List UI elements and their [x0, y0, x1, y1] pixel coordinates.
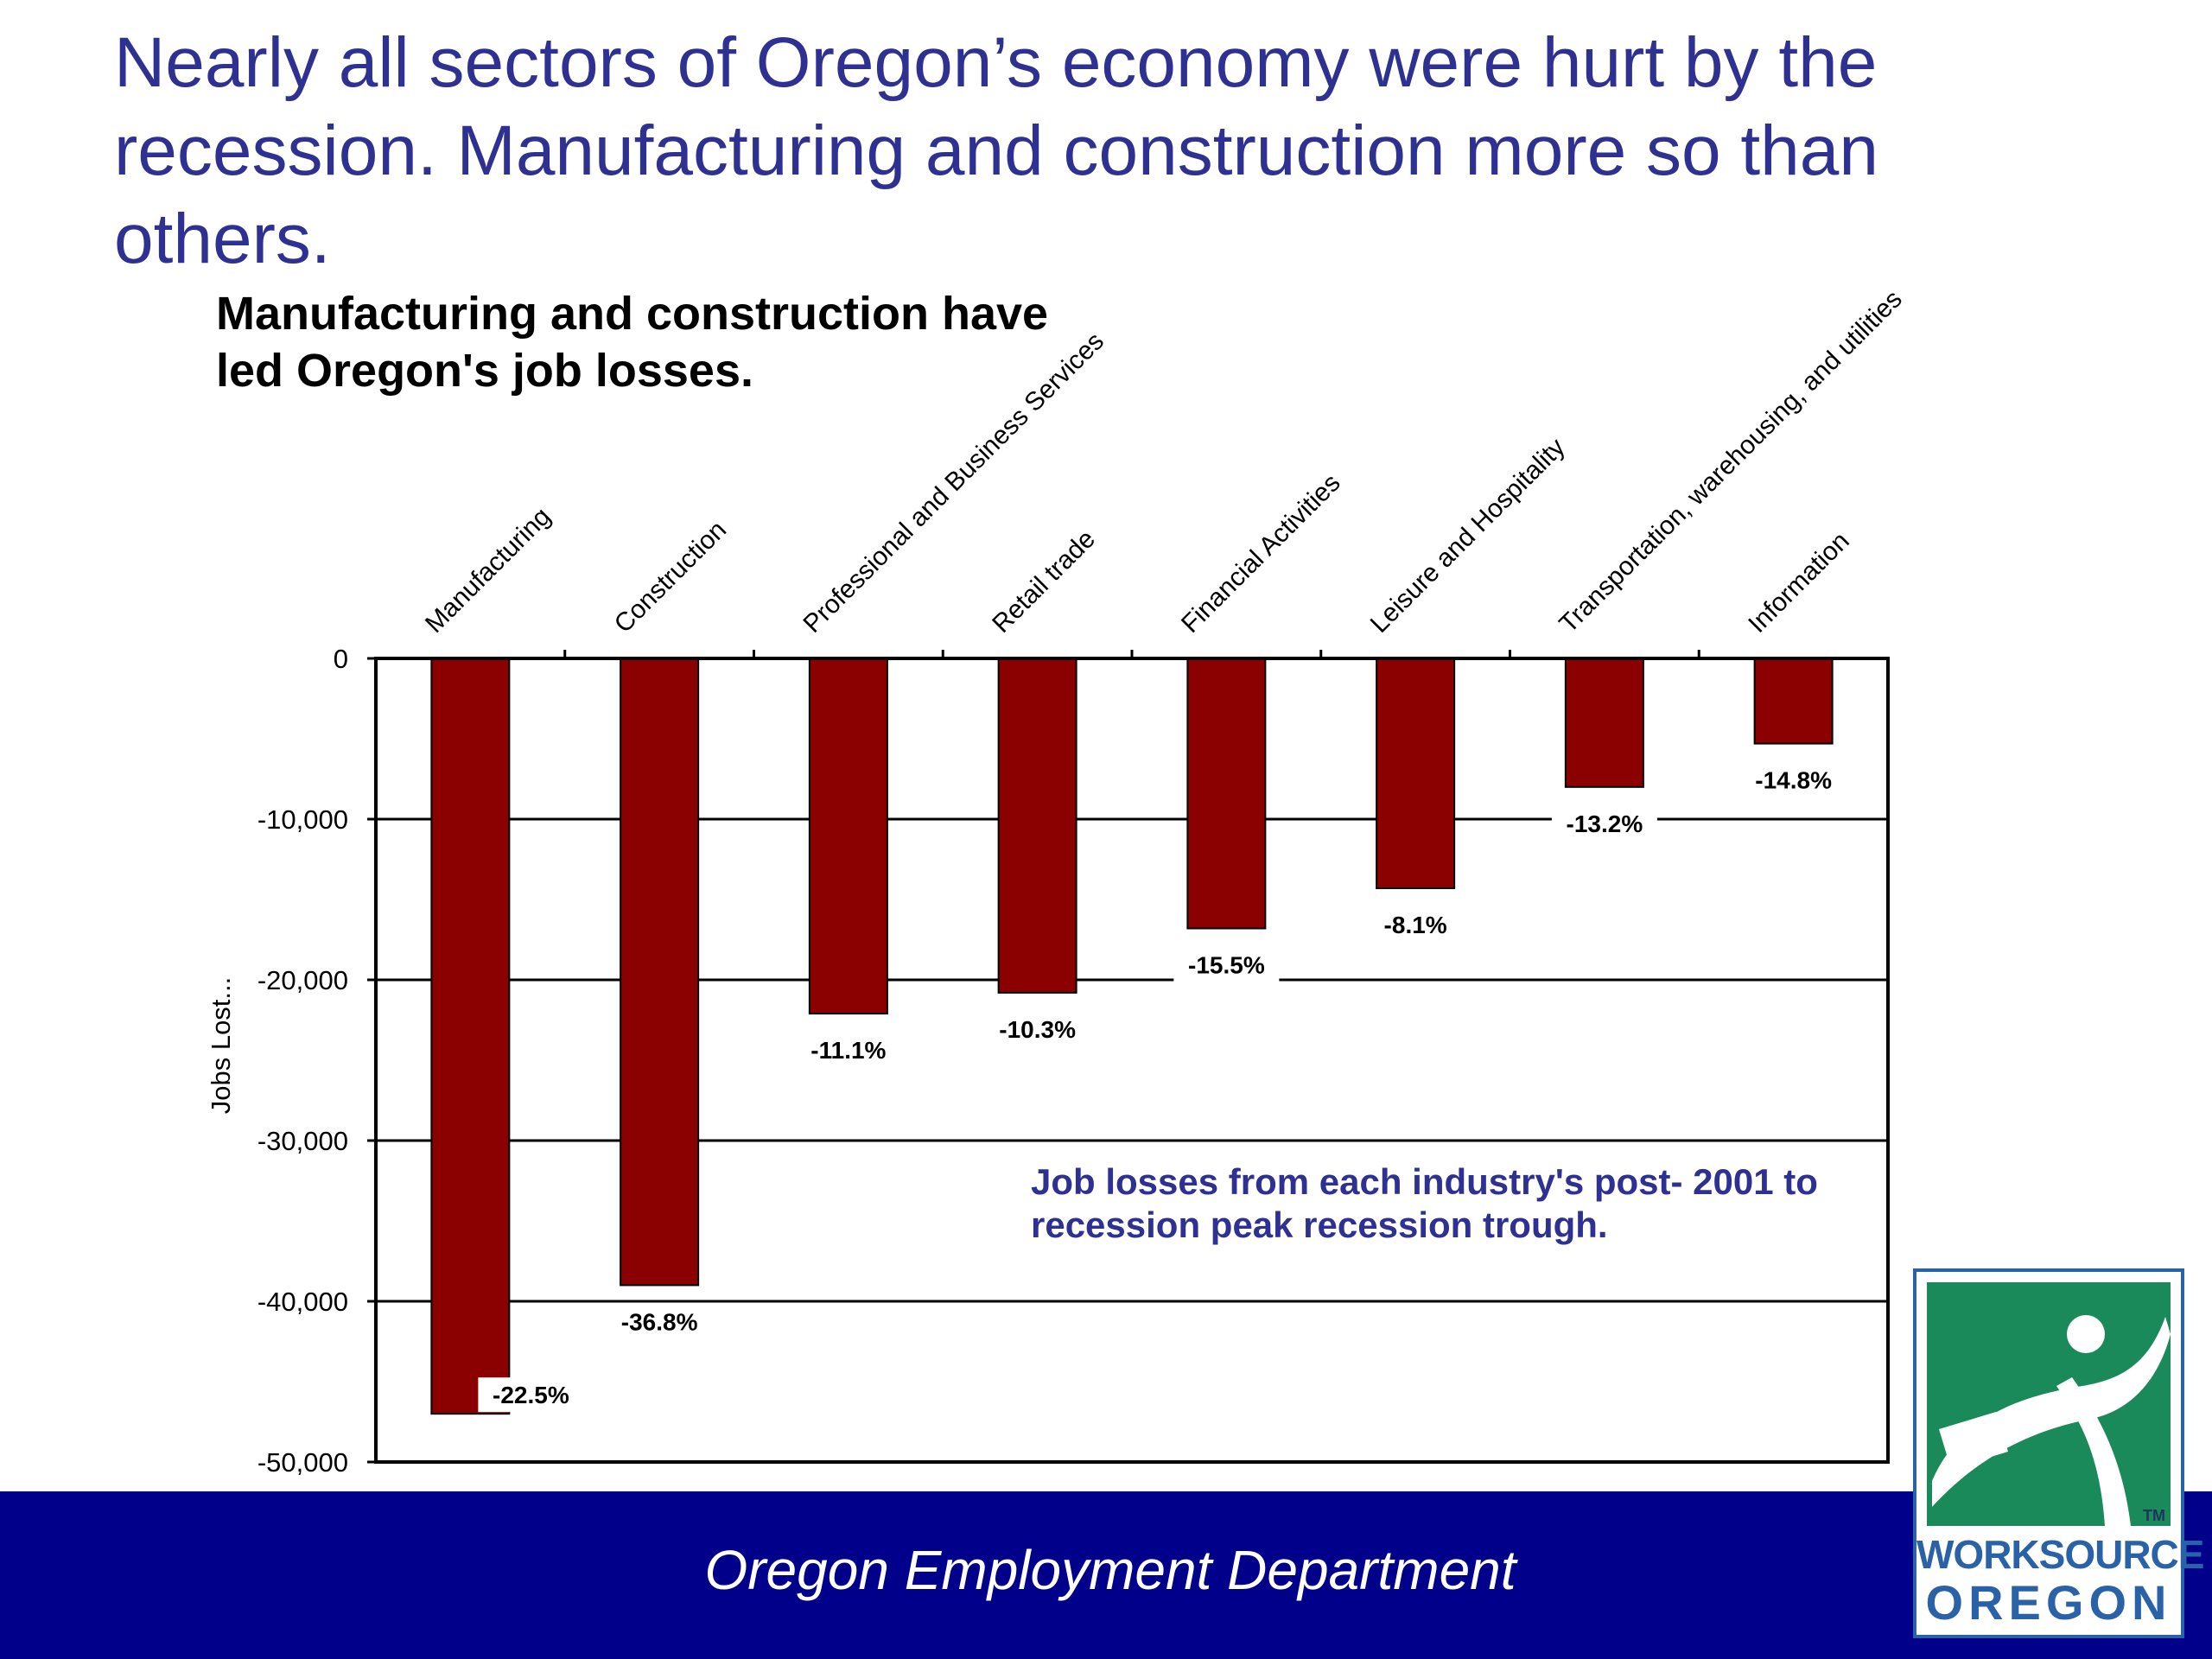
data-label-background	[1370, 906, 1461, 942]
bar	[1564, 658, 1644, 788]
data-label: -15.5%	[1188, 951, 1265, 978]
bar	[808, 658, 888, 1015]
data-label-background	[1551, 805, 1657, 841]
category-label: Construction	[609, 516, 732, 639]
data-label-background	[478, 1377, 584, 1413]
y-tick-label: -30,000	[257, 1126, 348, 1156]
data-label: -11.1%	[810, 1037, 886, 1064]
data-labels: -22.5% -36.8% -11.1% -10.3% -15.5% -8.1% -13.2…	[478, 762, 1847, 1413]
category-label: Leisure and Hospitality	[1365, 433, 1571, 639]
y-tick-label: -40,000	[257, 1287, 348, 1317]
footer-text: Oregon Employment Department	[704, 1539, 1516, 1601]
bar	[1753, 658, 1834, 745]
plot-frame	[374, 657, 1890, 1464]
chart-annotation: Job losses from each industry's post- 20…	[1031, 1161, 1818, 1245]
category-labels: Manufacturing Construction Professional an…	[420, 285, 1908, 639]
category-label: Professional and Business Services	[798, 327, 1109, 639]
y-tick-label: -20,000	[257, 965, 348, 995]
data-label: -8.1%	[1384, 912, 1447, 938]
category-label: Manufacturing	[420, 502, 556, 639]
category-label: Information	[1743, 526, 1854, 638]
bar	[1186, 658, 1267, 930]
data-label: -14.8%	[1755, 767, 1832, 794]
bar	[620, 658, 700, 1287]
data-label: -13.2%	[1567, 810, 1643, 837]
data-label: -36.8%	[621, 1308, 698, 1335]
axes: 0 -10,000 -20,000 -30,000 -40,000 -50,000	[257, 644, 1890, 1478]
bar-chart: -22.5% -36.8% -11.1% -10.3% -15.5% -8.1% -13.2…	[206, 285, 1908, 1478]
y-tick-label: -50,000	[257, 1447, 348, 1478]
y-tick-label: -10,000	[257, 804, 348, 835]
worksource-oregon-logo: TM WORKSOURCE OREGON	[1913, 1268, 2204, 1638]
data-label: -22.5%	[493, 1382, 569, 1408]
data-label: -10.3%	[999, 1016, 1076, 1043]
data-label-background	[1173, 947, 1280, 982]
chart-title: Manufacturing and construction have led …	[216, 288, 1049, 397]
category-label: Retail trade	[987, 524, 1101, 639]
logo-oregon-text: OREGON	[1925, 1575, 2172, 1630]
bar	[1376, 658, 1456, 889]
bar	[430, 658, 511, 1415]
slide-title: Nearly all sectors of Oregon’s economy w…	[114, 23, 1878, 278]
logo-worksource-text: WORKSOURCE	[1916, 1532, 2204, 1577]
runner-icon	[1927, 1282, 2171, 1526]
footer-bar	[0, 1491, 2212, 1659]
y-tick-label: 0	[334, 644, 348, 674]
trademark-mark: TM	[2143, 1507, 2165, 1524]
data-label-background	[795, 1033, 901, 1068]
y-axis-label: Jobs Lost...	[206, 977, 236, 1115]
category-label: Transportation, warehousing, and utiliti…	[1554, 285, 1907, 639]
bar	[997, 658, 1077, 994]
data-label-background	[984, 1011, 1090, 1046]
data-label-background	[607, 1304, 713, 1339]
category-label: Financial Activities	[1176, 468, 1346, 639]
data-label-background	[1740, 762, 1847, 798]
